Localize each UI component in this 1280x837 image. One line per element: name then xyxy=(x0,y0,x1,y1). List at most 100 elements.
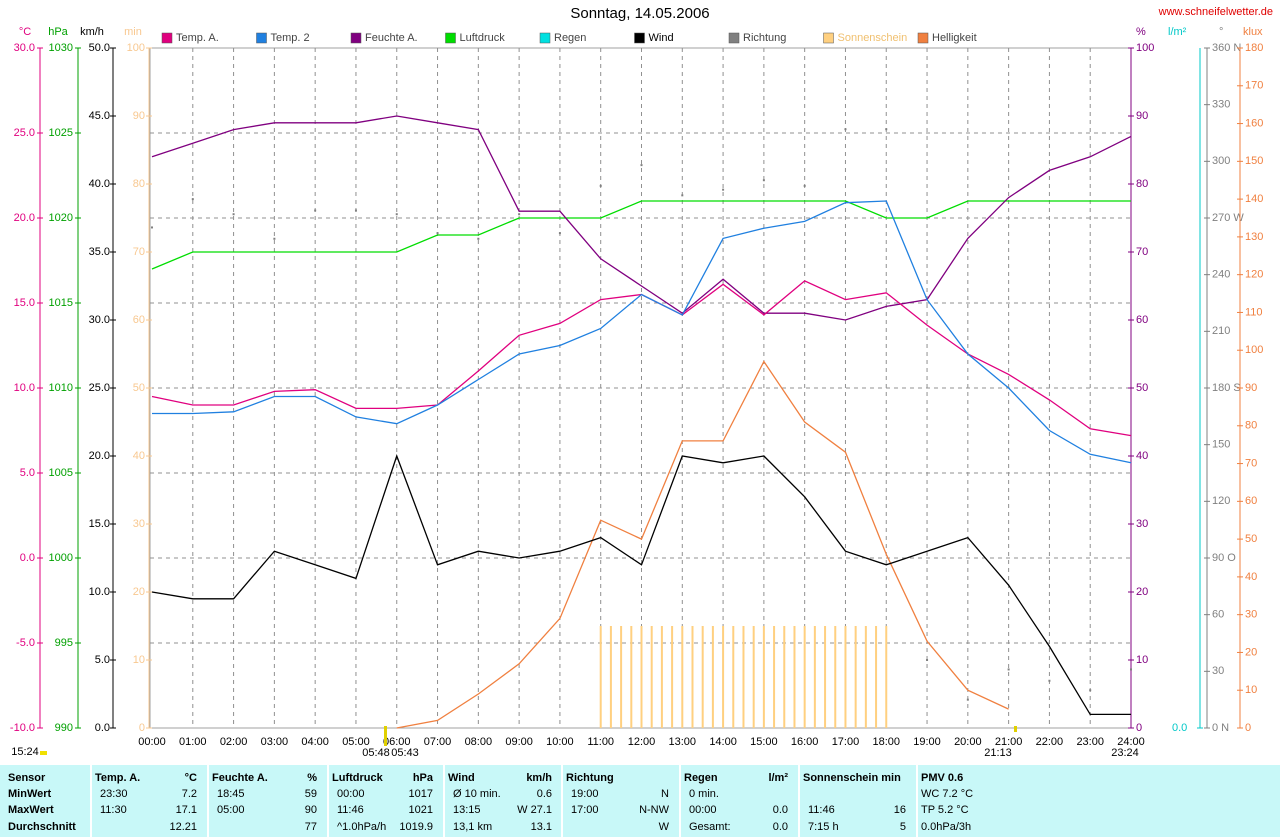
table-header: Feuchte A. xyxy=(212,772,268,784)
sunshine-bar xyxy=(773,626,776,728)
table-cell: 18:45 xyxy=(217,788,245,800)
table-header: Richtung xyxy=(566,772,614,784)
legend-label: Sonnenschein xyxy=(838,32,908,44)
y-tick-label: 1025 xyxy=(49,127,73,139)
y-tick-label: 90 O xyxy=(1212,552,1236,564)
y-tick-label: 100 xyxy=(127,42,145,54)
axis-unit: °C xyxy=(19,26,31,38)
y-tick-label: 300 xyxy=(1212,155,1230,167)
sunshine-bar xyxy=(834,626,837,728)
table-cell: 0 min. xyxy=(689,788,719,800)
table-cell: 13,1 km xyxy=(453,821,492,833)
x-tick-label: 01:00 xyxy=(179,736,207,748)
y-tick-label: 20 xyxy=(1245,646,1257,658)
sunshine-bar xyxy=(752,626,755,728)
table-cell: 90 xyxy=(305,804,317,816)
table-cell: 19:00 xyxy=(571,788,599,800)
table-cell: 77 xyxy=(305,821,317,833)
sunset-marker xyxy=(1014,726,1017,732)
sunshine-bar xyxy=(803,626,806,728)
sunshine-bar xyxy=(599,626,602,728)
sunshine-bar xyxy=(681,626,684,728)
x-tick-label: 24:00 xyxy=(1117,736,1145,748)
y-tick-label: 25.0 xyxy=(14,127,35,139)
x-tick-label: 15:00 xyxy=(750,736,778,748)
y-tick-label: 110 xyxy=(1245,306,1263,318)
y-tick-label: 15.0 xyxy=(14,297,35,309)
sunrise-marker xyxy=(384,726,387,746)
sunshine-bar xyxy=(864,626,867,728)
legend-label: Feuchte A. xyxy=(365,32,418,44)
legend-label: Wind xyxy=(649,32,674,44)
axis-unit: klux xyxy=(1243,26,1263,38)
legend-swatch xyxy=(823,32,834,44)
y-tick-label: 50 xyxy=(133,382,145,394)
y-tick-label: 10 xyxy=(1245,684,1257,696)
table-cell: Ø 10 min. xyxy=(453,788,501,800)
table-header: Temp. A. xyxy=(95,772,140,784)
table-cell: MinWert xyxy=(8,788,52,800)
table-cell: WC 7.2 °C xyxy=(921,788,973,800)
table-cell: TP 5.2 °C xyxy=(921,804,969,816)
annotation: 21:13 xyxy=(984,747,1012,759)
direction-dot xyxy=(803,184,806,187)
table-cell: N-NW xyxy=(639,804,670,816)
y-tick-label: 0.0 xyxy=(1172,722,1187,734)
table-cell: 0.0 xyxy=(773,804,788,816)
y-tick-label: 70 xyxy=(133,246,145,258)
series-line xyxy=(151,115,1132,321)
y-tick-label: 50 xyxy=(1245,533,1257,545)
sunshine-bar xyxy=(732,626,735,728)
sunshine-bar xyxy=(885,626,888,728)
y-tick-label: 0 xyxy=(1136,722,1142,734)
direction-dot xyxy=(885,128,888,131)
table-cell: MaxWert xyxy=(8,804,54,816)
x-tick-label: 03:00 xyxy=(261,736,289,748)
y-tick-label: 35.0 xyxy=(89,246,110,258)
y-tick-label: 330 xyxy=(1212,99,1230,111)
y-tick-label: 120 xyxy=(1212,495,1230,507)
x-tick-label: 06:00 xyxy=(383,736,411,748)
legend-swatch xyxy=(634,32,645,44)
y-tick-label: 5.0 xyxy=(95,654,110,666)
table-background xyxy=(0,765,1280,837)
y-tick-label: 90 xyxy=(1136,110,1148,122)
x-tick-label: 13:00 xyxy=(669,736,697,748)
table-cell: 23:30 xyxy=(100,788,128,800)
table-cell: 00:00 xyxy=(337,788,365,800)
sunshine-bar xyxy=(630,626,633,728)
table-header: PMV 0.6 xyxy=(921,772,963,784)
direction-dot xyxy=(1130,668,1132,671)
y-tick-label: 80 xyxy=(1245,420,1257,432)
table-cell: 1021 xyxy=(409,804,433,816)
table-header: hPa xyxy=(413,772,434,784)
y-tick-label: 1015 xyxy=(49,297,73,309)
x-tick-label: 23:00 xyxy=(1076,736,1104,748)
x-tick-label: 00:00 xyxy=(138,736,166,748)
series-line xyxy=(151,454,1131,716)
y-tick-label: 160 xyxy=(1245,117,1263,129)
y-tick-label: 15.0 xyxy=(89,518,110,530)
y-tick-label: 100 xyxy=(1245,344,1263,356)
direction-dot xyxy=(191,198,194,201)
legend-swatch xyxy=(917,32,929,44)
axis-unit: hPa xyxy=(48,26,68,38)
series-line xyxy=(396,360,1009,729)
y-tick-label: 10 xyxy=(133,654,145,666)
sunshine-bar xyxy=(824,626,827,728)
y-tick-label: 40 xyxy=(133,450,145,462)
table-cell: 16 xyxy=(894,804,906,816)
direction-dot xyxy=(599,184,602,187)
table-header: l/m² xyxy=(768,772,788,784)
y-tick-label: 1000 xyxy=(49,552,73,564)
axis-unit: min xyxy=(124,26,142,38)
sunshine-bar xyxy=(701,626,704,728)
x-tick-label: 16:00 xyxy=(791,736,819,748)
legend-label: Helligkeit xyxy=(932,32,977,44)
x-tick-label: 12:00 xyxy=(628,736,656,748)
y-tick-label: 150 xyxy=(1245,155,1263,167)
x-tick-label: 20:00 xyxy=(954,736,982,748)
y-tick-label: -10.0 xyxy=(10,722,35,734)
y-tick-label: 100 xyxy=(1136,42,1154,54)
